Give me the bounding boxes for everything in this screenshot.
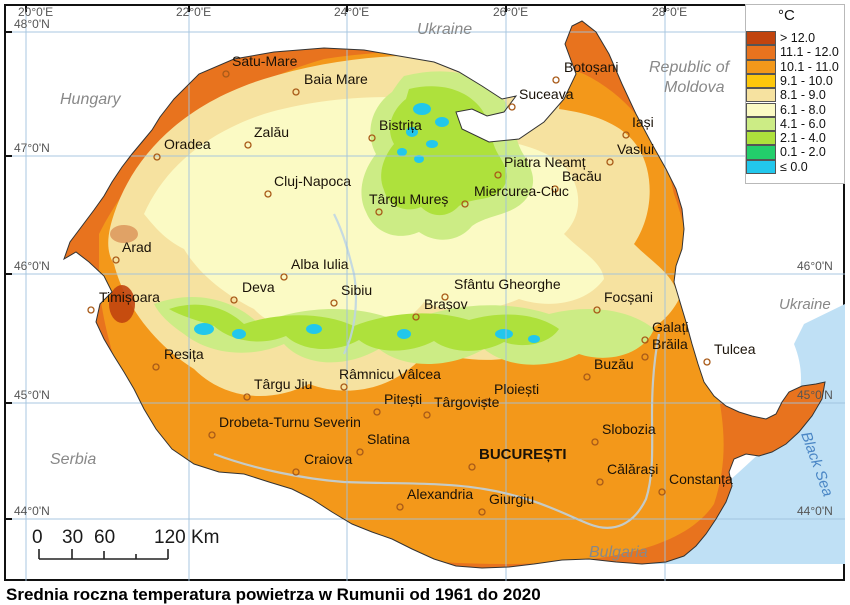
- svg-text:Ukraine: Ukraine: [779, 296, 831, 313]
- svg-text:30: 30: [62, 527, 83, 548]
- svg-text:Alexandria: Alexandria: [407, 486, 473, 502]
- svg-text:Oradea: Oradea: [164, 136, 211, 152]
- svg-text:Drobeta-Turnu Severin: Drobeta-Turnu Severin: [219, 414, 361, 430]
- svg-text:26°0'E: 26°0'E: [493, 5, 528, 19]
- svg-text:Botoșani: Botoșani: [564, 59, 618, 75]
- svg-text:22°0'E: 22°0'E: [176, 5, 211, 19]
- svg-text:Sfântu Gheorghe: Sfântu Gheorghe: [454, 276, 561, 292]
- svg-text:Galați: Galați: [652, 319, 689, 335]
- svg-text:Serbia: Serbia: [50, 451, 96, 468]
- svg-text:Bistrița: Bistrița: [379, 117, 422, 133]
- svg-text:44°0'N: 44°0'N: [797, 504, 833, 518]
- svg-text:45°0'N: 45°0'N: [14, 388, 50, 402]
- svg-text:28°0'E: 28°0'E: [652, 5, 687, 19]
- svg-text:Slatina: Slatina: [367, 431, 410, 447]
- svg-text:Tulcea: Tulcea: [714, 341, 756, 357]
- svg-text:Focșani: Focșani: [604, 289, 653, 305]
- svg-text:Sibiu: Sibiu: [341, 282, 372, 298]
- svg-text:0: 0: [32, 527, 43, 548]
- svg-text:Vaslui: Vaslui: [617, 141, 654, 157]
- svg-text:Zalău: Zalău: [254, 124, 289, 140]
- svg-text:Republic of: Republic of: [649, 59, 731, 76]
- svg-text:Brăila: Brăila: [652, 336, 688, 352]
- svg-text:Moldova: Moldova: [664, 79, 725, 96]
- svg-text:Giurgiu: Giurgiu: [489, 491, 534, 507]
- svg-text:Miercurea-Ciuc: Miercurea-Ciuc: [474, 183, 569, 199]
- svg-text:45°0'N: 45°0'N: [797, 388, 833, 402]
- svg-text:Cluj-Napoca: Cluj-Napoca: [274, 173, 351, 189]
- svg-text:24°0'E: 24°0'E: [334, 5, 369, 19]
- svg-text:Bacău: Bacău: [562, 168, 602, 184]
- svg-text:Buzău: Buzău: [594, 356, 634, 372]
- svg-text:44°0'N: 44°0'N: [14, 504, 50, 518]
- svg-text:Arad: Arad: [122, 239, 152, 255]
- svg-text:60: 60: [94, 527, 115, 548]
- svg-text:120 Km: 120 Km: [154, 527, 219, 548]
- svg-text:47°0'N: 47°0'N: [14, 141, 50, 155]
- svg-text:Satu-Mare: Satu-Mare: [232, 53, 298, 69]
- svg-text:Ukraine: Ukraine: [417, 21, 472, 38]
- svg-text:Deva: Deva: [242, 279, 275, 295]
- svg-text:Hungary: Hungary: [60, 91, 121, 108]
- svg-text:Bulgaria: Bulgaria: [589, 544, 648, 561]
- svg-text:Iași: Iași: [632, 114, 654, 130]
- svg-text:Craiova: Craiova: [304, 451, 352, 467]
- svg-text:46°0'N: 46°0'N: [797, 259, 833, 273]
- svg-text:Târgoviște: Târgoviște: [434, 394, 500, 410]
- svg-text:46°0'N: 46°0'N: [14, 259, 50, 273]
- svg-text:Pitești: Pitești: [384, 391, 422, 407]
- svg-text:Constanța: Constanța: [669, 471, 733, 487]
- svg-text:Slobozia: Slobozia: [602, 421, 656, 437]
- svg-text:Alba Iulia: Alba Iulia: [291, 256, 349, 272]
- svg-text:Suceava: Suceava: [519, 86, 574, 102]
- svg-text:Târgu Jiu: Târgu Jiu: [254, 376, 312, 392]
- svg-text:Ploiești: Ploiești: [494, 381, 539, 397]
- svg-text:Râmnicu Vâlcea: Râmnicu Vâlcea: [339, 366, 441, 382]
- svg-text:Timișoara: Timișoara: [99, 289, 160, 305]
- svg-text:BUCUREȘTI: BUCUREȘTI: [479, 446, 567, 463]
- svg-text:Brașov: Brașov: [424, 296, 468, 312]
- svg-text:48°0'N: 48°0'N: [14, 17, 50, 31]
- svg-text:Târgu Mureș: Târgu Mureș: [369, 191, 448, 207]
- svg-text:Călărași: Călărași: [607, 461, 658, 477]
- svg-text:Baia Mare: Baia Mare: [304, 71, 368, 87]
- svg-text:Resița: Resița: [164, 346, 204, 362]
